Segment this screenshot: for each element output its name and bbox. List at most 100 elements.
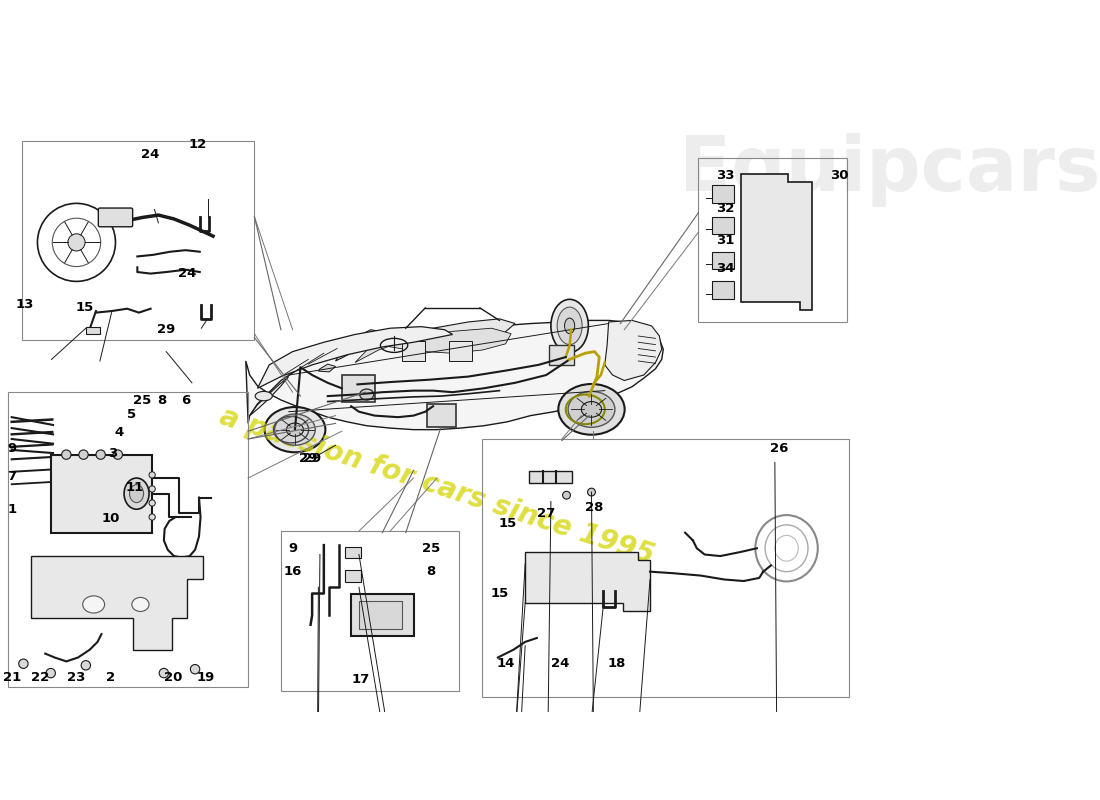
Circle shape — [62, 450, 72, 459]
Bar — [280, 531, 459, 691]
Text: 33: 33 — [716, 169, 735, 182]
Polygon shape — [741, 174, 812, 310]
FancyBboxPatch shape — [98, 208, 133, 226]
Text: 7: 7 — [7, 470, 16, 483]
Text: 29: 29 — [299, 452, 318, 465]
Text: Equipcars: Equipcars — [679, 133, 1100, 207]
Circle shape — [148, 486, 155, 492]
Ellipse shape — [286, 423, 304, 436]
Circle shape — [79, 450, 88, 459]
Polygon shape — [355, 328, 512, 362]
Bar — [713, 252, 735, 269]
Ellipse shape — [568, 391, 615, 427]
Circle shape — [113, 450, 122, 459]
Text: 31: 31 — [716, 234, 735, 246]
Text: 25: 25 — [421, 542, 440, 554]
Circle shape — [148, 472, 155, 478]
Polygon shape — [257, 326, 452, 388]
Circle shape — [19, 659, 29, 669]
Ellipse shape — [68, 234, 85, 251]
Polygon shape — [31, 556, 202, 650]
Text: 5: 5 — [126, 407, 135, 421]
Ellipse shape — [551, 299, 588, 353]
Text: 10: 10 — [101, 512, 120, 525]
Bar — [345, 546, 361, 558]
Ellipse shape — [82, 596, 104, 613]
Text: 20: 20 — [164, 670, 183, 683]
Circle shape — [160, 669, 168, 678]
Text: 18: 18 — [607, 658, 626, 670]
Ellipse shape — [264, 407, 326, 452]
Bar — [351, 594, 414, 637]
Text: 8: 8 — [426, 565, 436, 578]
Ellipse shape — [557, 307, 582, 345]
Polygon shape — [318, 364, 336, 372]
Ellipse shape — [559, 384, 625, 434]
Text: 9: 9 — [7, 442, 16, 455]
Ellipse shape — [130, 485, 144, 502]
Bar — [698, 158, 847, 322]
Text: 24: 24 — [142, 148, 160, 161]
Circle shape — [190, 665, 200, 674]
Text: 11: 11 — [125, 481, 143, 494]
Bar — [529, 471, 572, 482]
Text: 29: 29 — [157, 323, 175, 336]
Ellipse shape — [124, 478, 148, 510]
Text: 14: 14 — [496, 658, 515, 670]
Polygon shape — [525, 552, 650, 610]
Ellipse shape — [132, 598, 148, 611]
Bar — [449, 342, 472, 361]
Ellipse shape — [360, 389, 374, 400]
Circle shape — [46, 669, 55, 678]
Ellipse shape — [581, 402, 602, 417]
Circle shape — [148, 514, 155, 520]
Text: 22: 22 — [32, 670, 50, 683]
Text: 32: 32 — [716, 202, 735, 215]
Text: a passion for cars since 1995: a passion for cars since 1995 — [217, 402, 658, 570]
Polygon shape — [336, 319, 515, 361]
Text: 15: 15 — [491, 587, 508, 600]
Circle shape — [562, 491, 571, 499]
Text: 21: 21 — [2, 670, 21, 683]
Circle shape — [96, 450, 106, 459]
Text: 12: 12 — [188, 138, 207, 151]
Text: 24: 24 — [551, 658, 570, 670]
Bar — [22, 141, 254, 340]
Text: 9: 9 — [288, 542, 297, 554]
Text: 4: 4 — [114, 426, 124, 439]
Text: 26: 26 — [770, 442, 788, 455]
Text: 23: 23 — [66, 670, 85, 683]
Bar — [86, 326, 100, 334]
Bar — [402, 342, 426, 361]
Bar — [482, 439, 849, 697]
Bar — [359, 602, 402, 629]
Text: 2: 2 — [107, 670, 116, 683]
Bar — [549, 345, 574, 365]
Text: 25: 25 — [133, 394, 151, 406]
Text: 16: 16 — [284, 565, 301, 578]
Text: 30: 30 — [829, 169, 848, 182]
Bar — [8, 392, 249, 687]
Text: 6: 6 — [182, 394, 190, 406]
Polygon shape — [605, 321, 662, 381]
Text: 19: 19 — [196, 670, 214, 683]
Text: 15: 15 — [75, 302, 94, 314]
Bar — [713, 217, 735, 234]
Bar — [345, 570, 361, 582]
Text: 15: 15 — [498, 517, 516, 530]
Bar — [427, 404, 456, 427]
Ellipse shape — [275, 414, 316, 446]
Text: 34: 34 — [716, 262, 735, 275]
Circle shape — [587, 488, 595, 496]
Text: 3: 3 — [108, 446, 117, 459]
Ellipse shape — [564, 318, 574, 334]
Text: 1: 1 — [7, 502, 16, 516]
Text: 17: 17 — [351, 673, 370, 686]
Bar — [51, 454, 152, 533]
Bar — [713, 186, 735, 202]
Text: 27: 27 — [537, 506, 556, 520]
Circle shape — [81, 661, 90, 670]
Text: 24: 24 — [178, 267, 197, 280]
Text: 28: 28 — [585, 501, 604, 514]
Bar — [713, 282, 735, 298]
